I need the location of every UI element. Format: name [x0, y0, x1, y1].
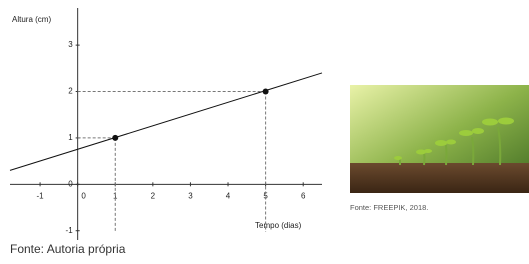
y-tick-label: -1 [66, 226, 74, 235]
photo-soil [350, 163, 529, 193]
photo [350, 85, 529, 193]
y-tick-label: 1 [68, 133, 73, 142]
image-caption: Fonte: FREEPIK, 2018. [350, 203, 428, 212]
page: Fonte: FREEPIK, 2018. Fonte: Autoria pró… [0, 0, 529, 264]
x-axis-label: Tempo (dias) [255, 221, 302, 230]
data-line [10, 73, 322, 170]
data-point [263, 89, 269, 95]
chart-caption: Fonte: Autoria própria [10, 242, 126, 256]
y-tick-label: 3 [68, 40, 73, 49]
x-tick-label: 4 [226, 191, 231, 200]
x-tick-label: 2 [151, 191, 156, 200]
x-tick-label: 3 [188, 191, 193, 200]
y-tick-label: 2 [68, 87, 73, 96]
x-tick-label: -1 [37, 191, 45, 200]
x-tick-label: 6 [301, 191, 306, 200]
y-axis-label: Altura (cm) [12, 15, 51, 24]
data-point [112, 135, 118, 141]
x-tick-label: 0 [81, 191, 86, 200]
y-tick-label: 0 [68, 179, 73, 188]
